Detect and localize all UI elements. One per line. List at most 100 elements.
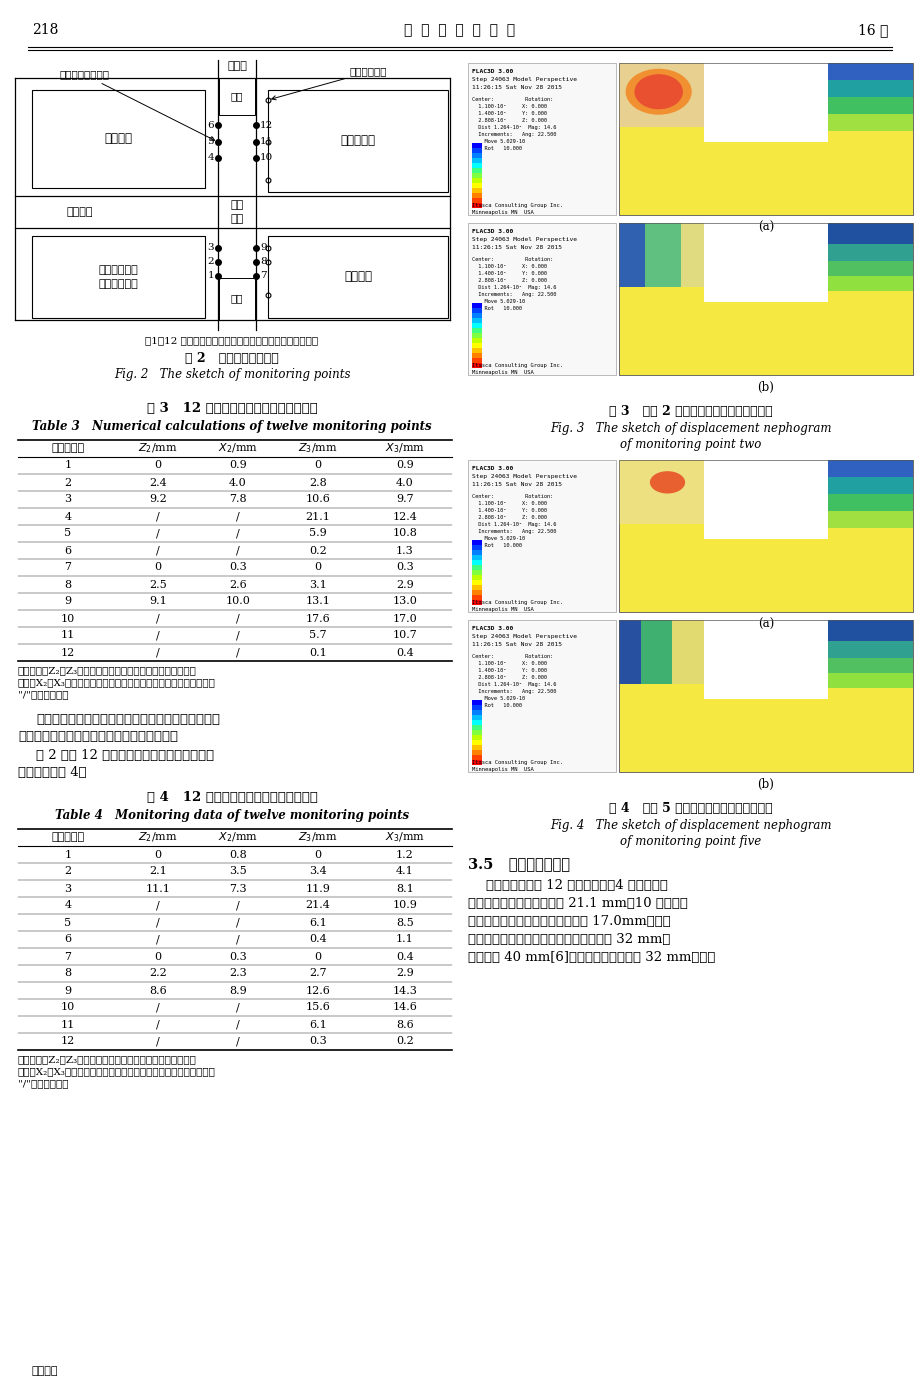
Text: "/"表示无数据。: "/"表示无数据。 <box>18 1078 68 1088</box>
Text: 引道: 引道 <box>231 295 243 303</box>
Text: 欧亚达大厦: 欧亚达大厦 <box>340 135 375 148</box>
Text: 0.9: 0.9 <box>396 461 414 470</box>
Text: Step 24063 Model Perspective: Step 24063 Model Perspective <box>471 237 576 241</box>
Text: 8.1: 8.1 <box>396 884 414 894</box>
Text: 万方数据: 万方数据 <box>32 1367 59 1376</box>
Bar <box>618 461 707 524</box>
Ellipse shape <box>649 472 685 494</box>
Text: Move 5.029·10: Move 5.029·10 <box>471 536 525 541</box>
Text: /: / <box>236 1003 240 1012</box>
Text: Step 24063 Model Perspective: Step 24063 Model Perspective <box>471 77 576 81</box>
Bar <box>471 760 482 765</box>
Text: Move 5.029·10: Move 5.029·10 <box>471 696 525 701</box>
Text: (a): (a) <box>757 618 773 630</box>
Text: /: / <box>236 528 240 539</box>
Text: 0.3: 0.3 <box>229 563 246 572</box>
Bar <box>827 261 912 291</box>
Text: 监测点编号: 监测点编号 <box>51 833 85 843</box>
Text: 4: 4 <box>64 900 72 910</box>
Text: Minneapolis MN  USA: Minneapolis MN USA <box>471 370 533 375</box>
Text: /: / <box>236 917 240 928</box>
Text: /: / <box>156 546 160 556</box>
Bar <box>471 359 482 363</box>
Bar <box>471 332 482 338</box>
Text: 11:26:15 Sat Nov 28 2015: 11:26:15 Sat Nov 28 2015 <box>471 245 562 250</box>
Text: Increments:   Ang: 22.500: Increments: Ang: 22.500 <box>471 690 556 694</box>
Text: 1.3: 1.3 <box>396 546 414 556</box>
Bar <box>618 621 671 684</box>
Text: ②地表监测点: ②地表监测点 <box>271 68 387 99</box>
Bar <box>618 621 707 684</box>
Text: 5.9: 5.9 <box>309 528 326 539</box>
Text: Dist 1.264·10²  Mag: 14.6: Dist 1.264·10² Mag: 14.6 <box>471 285 556 290</box>
Text: 11.1: 11.1 <box>145 884 170 894</box>
Text: 13.1: 13.1 <box>305 597 330 607</box>
Text: 1: 1 <box>64 849 72 859</box>
Text: Increments:   Ang: 22.500: Increments: Ang: 22.500 <box>471 530 556 534</box>
Bar <box>471 550 482 554</box>
Text: 15.6: 15.6 <box>305 1003 330 1012</box>
Text: /: / <box>236 630 240 640</box>
Text: FLAC3D 3.00: FLAC3D 3.00 <box>471 69 513 74</box>
Text: 3.1: 3.1 <box>309 579 326 589</box>
Text: Center:          Rotation:: Center: Rotation: <box>471 654 552 659</box>
Text: 2.9: 2.9 <box>396 579 414 589</box>
Bar <box>471 545 482 550</box>
Bar <box>468 461 616 612</box>
Text: 科  学  技  术  与  工  程: 科 学 技 术 与 工 程 <box>404 23 515 37</box>
Text: 图 4   基坑 5 号监测点处的纵截面位移云图: 图 4 基坑 5 号监测点处的纵截面位移云图 <box>608 803 771 815</box>
Text: 6.1: 6.1 <box>309 917 326 928</box>
Bar <box>471 308 482 313</box>
Text: 2.7: 2.7 <box>309 968 326 979</box>
Bar <box>471 188 482 193</box>
Text: $X_2$/mm: $X_2$/mm <box>218 441 257 455</box>
Bar <box>827 512 912 528</box>
Text: Rot   10.000: Rot 10.000 <box>471 543 521 547</box>
Text: 14.3: 14.3 <box>392 986 417 996</box>
Bar <box>471 343 482 348</box>
Bar <box>471 560 482 565</box>
Text: 青莲酒家: 青莲酒家 <box>344 270 371 284</box>
Text: 监测结果见表 4。: 监测结果见表 4。 <box>18 765 86 779</box>
Text: 21.1: 21.1 <box>305 512 330 521</box>
Bar <box>618 621 641 684</box>
Bar <box>471 323 482 328</box>
Text: 9: 9 <box>64 986 72 996</box>
Bar <box>471 710 482 714</box>
Text: /: / <box>236 1037 240 1047</box>
Bar <box>471 600 482 605</box>
Text: /: / <box>156 935 160 945</box>
Text: Fig. 2   The sketch of monitoring points: Fig. 2 The sketch of monitoring points <box>114 368 350 381</box>
Bar <box>471 353 482 359</box>
Bar <box>827 223 912 291</box>
Bar <box>471 153 482 159</box>
Bar <box>704 63 827 142</box>
Text: /: / <box>236 546 240 556</box>
Bar <box>618 461 912 612</box>
Text: 17.6: 17.6 <box>305 614 330 623</box>
Bar <box>827 80 912 131</box>
Bar <box>471 729 482 735</box>
Text: 0: 0 <box>154 461 162 470</box>
Text: 0.4: 0.4 <box>396 952 414 961</box>
Bar <box>704 461 827 539</box>
Bar <box>471 338 482 343</box>
Text: Dist 1.264·10²  Mag: 14.6: Dist 1.264·10² Mag: 14.6 <box>471 125 556 130</box>
Text: 8.6: 8.6 <box>149 986 166 996</box>
Text: /: / <box>156 1003 160 1012</box>
Bar <box>471 735 482 741</box>
Text: Increments:   Ang: 22.500: Increments: Ang: 22.500 <box>471 132 556 137</box>
Text: 0.4: 0.4 <box>309 935 326 945</box>
Text: 13.0: 13.0 <box>392 597 417 607</box>
Text: 1.100·10²     X: 0.000: 1.100·10² X: 0.000 <box>471 501 547 506</box>
Bar <box>618 223 912 375</box>
Bar <box>471 570 482 575</box>
Bar <box>471 193 482 199</box>
Bar <box>704 621 827 699</box>
Text: 隆祥街: 隆祥街 <box>227 61 246 70</box>
Text: 9.7: 9.7 <box>396 495 414 505</box>
Text: ①1～12 代表的是坑壁位移监测点；②代表的是地表监测点: ①1～12 代表的是坑壁位移监测点；②代表的是地表监测点 <box>145 336 318 345</box>
Text: 3.5: 3.5 <box>229 866 246 877</box>
Text: /: / <box>156 917 160 928</box>
Text: 7: 7 <box>64 952 72 961</box>
